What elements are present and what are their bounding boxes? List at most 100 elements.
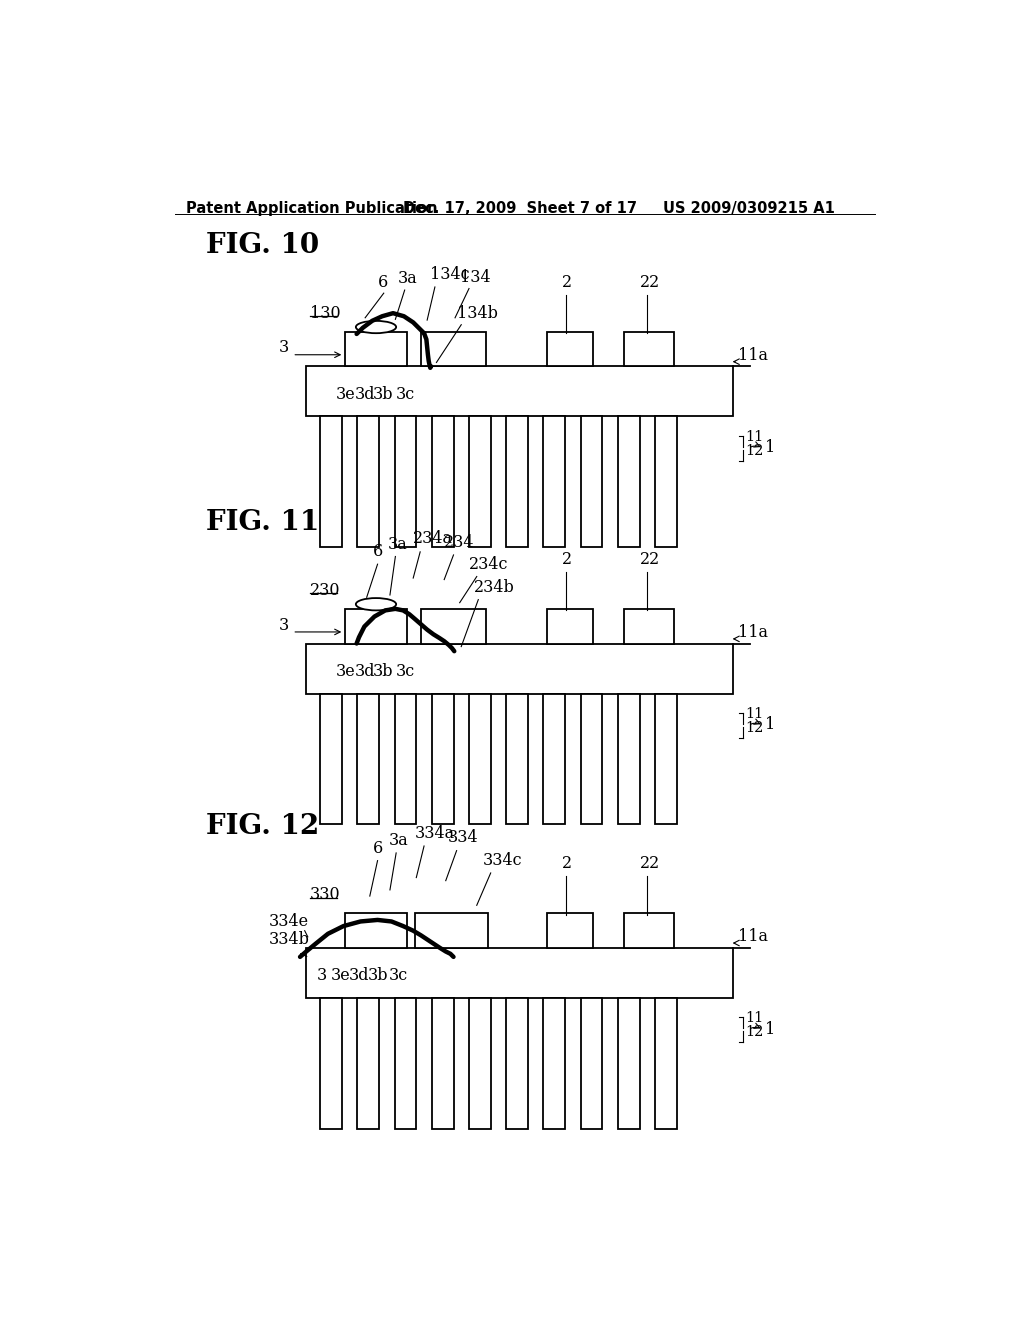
Bar xyxy=(394,998,417,1129)
Bar xyxy=(421,331,486,367)
Bar xyxy=(469,693,490,825)
Text: 230: 230 xyxy=(310,582,341,599)
Text: 11a: 11a xyxy=(738,347,768,364)
Text: 22: 22 xyxy=(640,552,659,568)
Bar xyxy=(306,948,732,998)
Text: 3: 3 xyxy=(317,968,328,983)
Bar xyxy=(321,998,342,1129)
Text: 3d: 3d xyxy=(349,968,370,983)
Text: 12: 12 xyxy=(744,721,763,735)
Text: 3: 3 xyxy=(280,616,290,634)
Bar xyxy=(581,416,602,548)
Bar xyxy=(624,609,675,644)
Text: 2: 2 xyxy=(562,275,572,290)
Text: FIG. 10: FIG. 10 xyxy=(206,231,318,259)
Bar xyxy=(306,367,732,416)
Bar xyxy=(506,693,528,825)
Text: 234b: 234b xyxy=(474,579,515,595)
Bar xyxy=(321,693,342,825)
Text: 234a: 234a xyxy=(414,531,454,548)
Text: 2: 2 xyxy=(562,552,572,568)
Text: 130: 130 xyxy=(310,305,341,322)
Text: 22: 22 xyxy=(640,275,659,290)
Bar xyxy=(544,998,565,1129)
Text: 3c: 3c xyxy=(395,385,415,403)
Text: 3c: 3c xyxy=(395,663,415,680)
Text: 3b: 3b xyxy=(368,968,388,983)
Text: 3e: 3e xyxy=(336,663,355,680)
Bar xyxy=(432,998,454,1129)
Text: 3e: 3e xyxy=(331,968,351,983)
Bar xyxy=(617,416,640,548)
Text: 12: 12 xyxy=(744,444,763,458)
Text: 11: 11 xyxy=(744,430,763,444)
Ellipse shape xyxy=(356,598,396,610)
Text: 6: 6 xyxy=(373,544,383,561)
Text: 134b: 134b xyxy=(458,305,499,322)
Bar xyxy=(624,913,675,948)
Text: Dec. 17, 2009  Sheet 7 of 17: Dec. 17, 2009 Sheet 7 of 17 xyxy=(403,201,637,215)
Text: 3c: 3c xyxy=(388,968,408,983)
Text: 330: 330 xyxy=(310,886,341,903)
Text: 3e: 3e xyxy=(336,385,355,403)
Text: US 2009/0309215 A1: US 2009/0309215 A1 xyxy=(663,201,835,215)
Text: 11a: 11a xyxy=(738,928,768,945)
Text: 334a: 334a xyxy=(415,825,455,842)
Bar xyxy=(345,331,407,367)
Text: 6: 6 xyxy=(373,840,383,857)
Text: 6: 6 xyxy=(378,275,388,290)
Text: 1: 1 xyxy=(765,717,775,734)
Bar xyxy=(432,693,454,825)
Text: 11a: 11a xyxy=(738,624,768,642)
Bar xyxy=(345,913,407,948)
Bar xyxy=(432,416,454,548)
Text: FIG. 12: FIG. 12 xyxy=(206,813,318,840)
Bar xyxy=(547,331,593,367)
Text: 3b: 3b xyxy=(373,663,393,680)
Bar xyxy=(655,998,677,1129)
Text: 3b: 3b xyxy=(373,385,393,403)
Bar xyxy=(469,416,490,548)
Bar xyxy=(357,416,379,548)
Bar xyxy=(306,644,732,693)
Bar xyxy=(394,416,417,548)
Bar xyxy=(617,693,640,825)
Bar xyxy=(321,416,342,548)
Text: 334c: 334c xyxy=(483,853,522,870)
Bar xyxy=(469,998,490,1129)
Text: 134: 134 xyxy=(460,268,490,285)
Bar xyxy=(547,609,593,644)
Bar xyxy=(394,693,417,825)
Text: 22: 22 xyxy=(640,855,659,873)
Text: 11: 11 xyxy=(744,708,763,721)
Text: 2: 2 xyxy=(562,855,572,873)
Bar xyxy=(357,998,379,1129)
Text: 334b: 334b xyxy=(269,931,310,948)
Text: 3a: 3a xyxy=(397,271,418,288)
Text: 11: 11 xyxy=(744,1011,763,1026)
Bar xyxy=(506,416,528,548)
Bar xyxy=(421,609,486,644)
Text: 334: 334 xyxy=(447,829,478,846)
Ellipse shape xyxy=(356,321,396,333)
Bar xyxy=(415,913,488,948)
Bar xyxy=(617,998,640,1129)
Bar xyxy=(544,693,565,825)
Text: 1: 1 xyxy=(765,440,775,457)
Bar xyxy=(581,998,602,1129)
Text: 3d: 3d xyxy=(354,385,375,403)
Text: 334e: 334e xyxy=(269,913,309,931)
Text: 3: 3 xyxy=(280,339,290,356)
Text: FIG. 11: FIG. 11 xyxy=(206,508,318,536)
Text: 3a: 3a xyxy=(388,536,408,553)
Bar xyxy=(624,331,675,367)
Bar xyxy=(345,609,407,644)
Text: 12: 12 xyxy=(744,1026,763,1039)
Bar xyxy=(506,998,528,1129)
Bar xyxy=(357,693,379,825)
Text: 1: 1 xyxy=(765,1020,775,1038)
Bar xyxy=(655,416,677,548)
Text: 3d: 3d xyxy=(354,663,375,680)
Text: 234: 234 xyxy=(444,535,475,552)
Bar xyxy=(547,913,593,948)
